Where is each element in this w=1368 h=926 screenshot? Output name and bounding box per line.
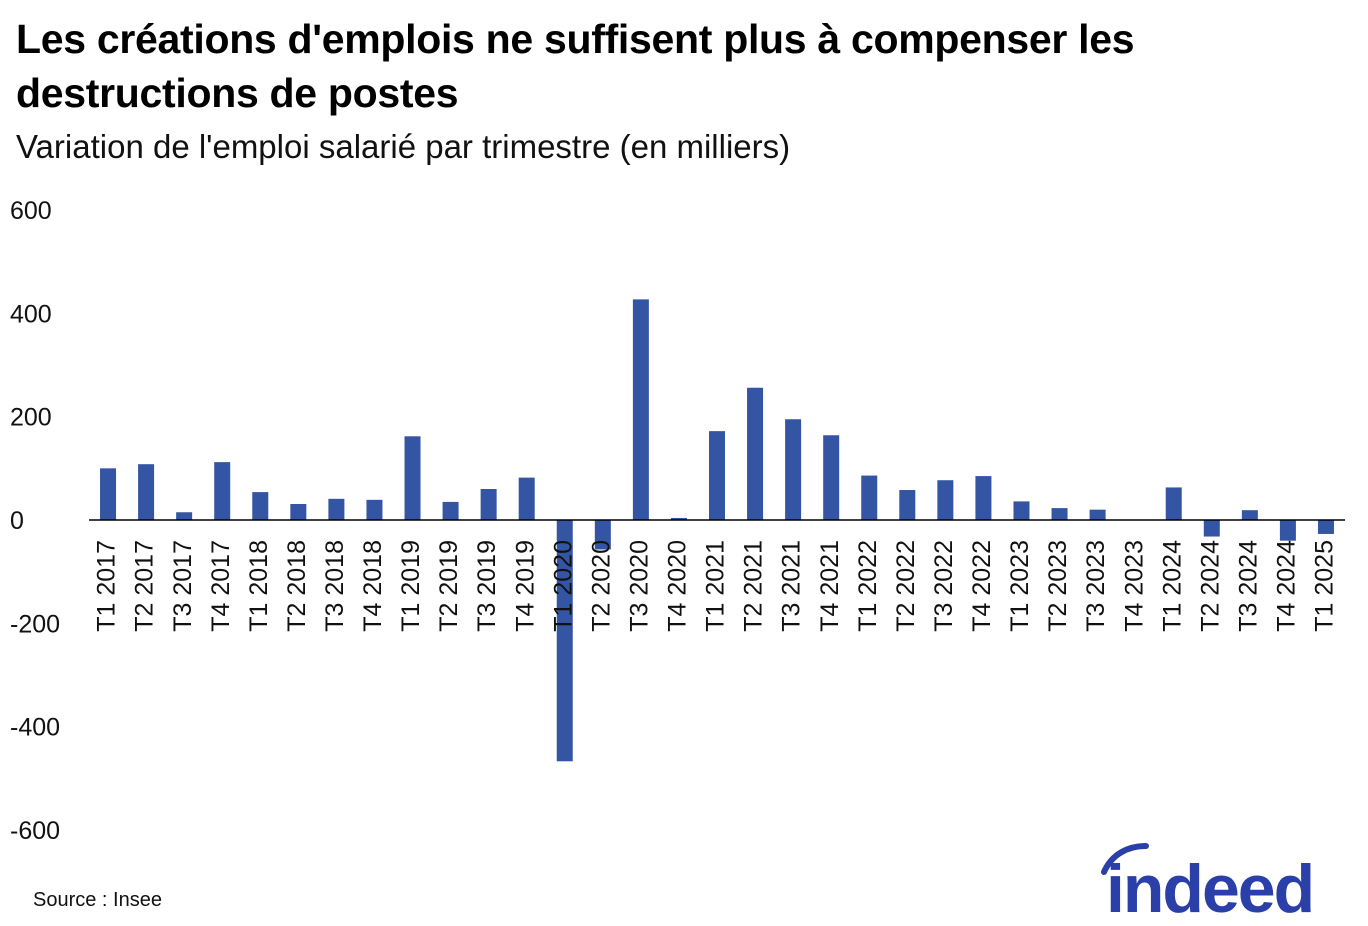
y-tick-label: 200	[10, 404, 52, 432]
y-axis: 600 400 200 0 -200 -400 -600	[10, 197, 60, 845]
bar	[937, 480, 954, 520]
x-tick-label: T4 2024	[1273, 540, 1301, 632]
x-tick-label: T4 2021	[816, 540, 844, 632]
x-tick-label: T3 2023	[1082, 540, 1110, 632]
x-tick-label: T3 2024	[1234, 540, 1262, 632]
x-tick-label: T1 2024	[1158, 540, 1186, 632]
y-tick-label: -600	[10, 817, 60, 845]
x-tick-label: T1 2023	[1006, 540, 1034, 632]
chart-subtitle: Variation de l'emploi salarié par trimes…	[16, 128, 791, 165]
bar	[632, 299, 649, 520]
x-tick-label: T2 2024	[1196, 540, 1224, 632]
source-note: Source : Insee	[33, 889, 162, 911]
y-tick-label: 0	[10, 507, 24, 535]
bar	[1203, 520, 1220, 537]
bar	[1241, 510, 1258, 520]
bar	[1013, 501, 1030, 520]
bar	[1279, 520, 1296, 541]
x-tick-label: T2 2021	[740, 540, 768, 632]
bar	[823, 435, 840, 520]
x-tick-label: T3 2022	[930, 540, 958, 632]
indeed-logo: indeed	[1101, 843, 1315, 922]
x-tick-label: T4 2020	[664, 540, 692, 632]
x-tick-label: T4 2022	[968, 540, 996, 632]
bar	[670, 517, 687, 520]
x-tick-label: T1 2022	[854, 540, 882, 632]
bar	[556, 520, 573, 762]
bar	[594, 520, 611, 550]
x-tick-label: T3 2021	[778, 540, 806, 632]
bar	[1165, 487, 1182, 520]
x-tick-label: T2 2023	[1044, 540, 1072, 632]
bar	[176, 512, 193, 520]
bar	[1317, 520, 1334, 534]
bar	[518, 477, 535, 520]
x-tick-label: T4 2018	[359, 540, 387, 632]
logo-arc-icon	[1101, 843, 1149, 875]
bar	[975, 476, 992, 520]
y-tick-label: 400	[10, 300, 52, 328]
x-tick-label: T2 2019	[435, 540, 463, 632]
bar	[138, 464, 155, 520]
bar	[899, 490, 916, 520]
x-tick-label: T3 2018	[321, 540, 349, 632]
bar	[252, 492, 269, 520]
x-tick-label: T1 2025	[1311, 540, 1339, 632]
x-tick-label: T1 2021	[702, 540, 730, 632]
bar	[290, 503, 307, 520]
bar	[404, 436, 421, 520]
x-tick-label: T2 2017	[131, 540, 159, 632]
x-tick-label: T3 2017	[169, 540, 197, 632]
x-tick-label: T1 2020	[549, 540, 577, 632]
y-tick-label: -200	[10, 610, 60, 638]
bar	[214, 462, 231, 520]
x-tick-label: T1 2018	[245, 540, 273, 632]
x-tick-label: T2 2018	[283, 540, 311, 632]
y-tick-label: 600	[10, 197, 52, 225]
y-tick-label: -400	[10, 714, 60, 742]
x-tick-label: T3 2020	[625, 540, 653, 632]
bar	[709, 431, 725, 520]
bar	[1089, 509, 1106, 520]
x-tick-label: T4 2017	[207, 540, 235, 632]
x-tick-label: T3 2019	[473, 540, 501, 632]
bar	[100, 468, 117, 520]
chart-title: Les créations d'emplois ne suffisent plu…	[16, 16, 1135, 116]
bar	[442, 501, 459, 520]
logo-wordmark: indeed	[1106, 851, 1313, 922]
x-tick-label: T2 2020	[587, 540, 615, 632]
x-tick-label: T2 2022	[892, 540, 920, 632]
bar	[785, 419, 802, 520]
x-tick-label: T1 2017	[93, 540, 121, 632]
bar	[861, 475, 878, 520]
bars	[100, 299, 1334, 762]
x-tick-label: T4 2019	[511, 540, 539, 632]
bar	[480, 489, 497, 520]
bar	[328, 498, 345, 520]
x-tick-label: T1 2019	[397, 540, 425, 632]
x-axis: T1 2017 T2 2017 T3 2017 T4 2017 T1 2018 T2 20…	[93, 540, 1339, 632]
bar	[366, 499, 383, 520]
bar	[1051, 508, 1068, 520]
bar	[747, 387, 764, 520]
x-tick-label: T4 2023	[1120, 540, 1148, 632]
